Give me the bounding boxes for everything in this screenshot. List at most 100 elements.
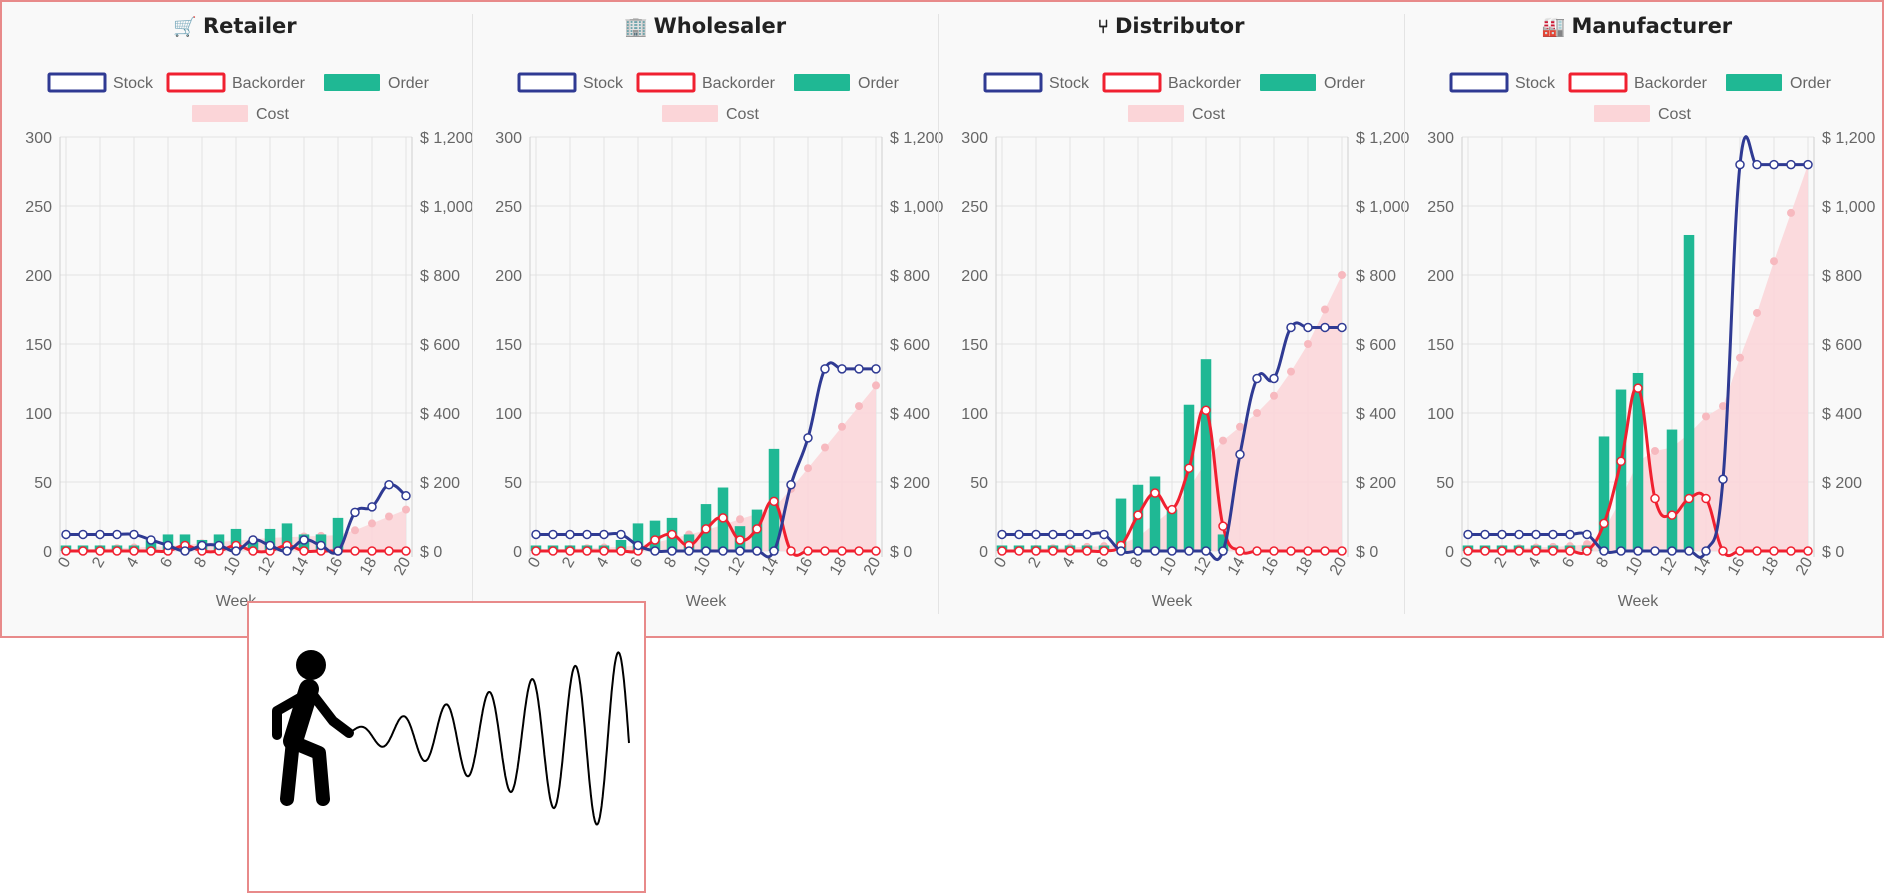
order-bar [1200,359,1212,551]
legend-label-backorder: Backorder [1168,75,1242,92]
y-right-tick-label: $ 1,200 [1356,130,1409,147]
stock-point [146,535,156,545]
x-tick-label: 0 [991,554,1010,570]
cost-point [1702,412,1710,421]
stock-point [735,546,745,556]
legend-item-backorder[interactable]: Backorder [166,72,306,93]
panel-title: 🛒 Retailer [2,14,468,38]
legend-item-stock[interactable]: Stock [1449,72,1556,93]
legend-item-backorder[interactable]: Backorder [636,72,776,93]
order-bar [1615,389,1627,551]
legend-label-cost: Cost [1658,106,1691,123]
y-left-tick-label: 100 [25,406,52,423]
legend-item-stock[interactable]: Stock [47,72,154,93]
x-tick-label: 20 [861,554,885,578]
backorder-point [1786,546,1796,556]
stock-point [95,529,105,540]
stock-point [1616,546,1626,556]
order-bar [1666,429,1678,551]
stock-point [1684,546,1694,556]
y-left-tick-label: 250 [495,199,522,216]
legend-item-order[interactable]: Order [324,74,430,92]
backorder-point [61,546,71,556]
stock-point [265,540,275,551]
y-right-tick-label: $ 400 [1822,406,1862,423]
charts-frame: 🛒 Retailer Stock Backorder Order Cost 0 50 100 15… [0,0,1884,638]
panel-title: ⑂ Distributor [938,14,1404,38]
y-left-tick-label: 200 [495,268,522,285]
chart-svg: Stock Backorder OrderCost05010015020025030… [961,72,1409,610]
backorder-point [384,546,394,556]
legend-item-stock[interactable]: Stock [517,72,624,93]
legend-item-backorder[interactable]: Backorder [1102,72,1242,93]
backorder-point [769,496,779,507]
stock-point [1514,529,1524,540]
legend-item-order[interactable]: Order [1260,74,1366,92]
legend-item-stock[interactable]: Stock [983,72,1090,93]
series-backorder [531,496,881,557]
stock-point [1667,546,1677,556]
stock-point [1286,322,1296,333]
backorder-point [1463,546,1473,556]
legend-item-order[interactable]: Order [794,74,900,92]
legend-label-order: Order [388,75,430,92]
stock-point [1752,159,1762,170]
legend-item-cost[interactable]: Cost [192,105,289,123]
whip-wave [348,651,630,826]
legend-item-cost[interactable]: Cost [1128,105,1225,123]
legend-item-cost[interactable]: Cost [662,105,759,123]
fork-icon: ⑂ [1097,16,1109,38]
order-bar [1632,372,1644,551]
legend-swatch-stock [983,72,1043,93]
cost-point [1787,208,1795,217]
y-right-tick-label: $ 1,200 [1822,130,1875,147]
backorder-point [146,546,156,556]
stock-point [1565,529,1575,540]
bullwhip-figure [272,650,630,826]
stock-point [1337,322,1347,333]
backorder-point [803,546,813,556]
backorder-point [1286,546,1296,556]
x-tick-label: 14 [759,554,783,578]
cost-point [368,519,376,528]
stock-point [214,540,224,551]
series-stock [997,321,1347,561]
x-tick-label: 14 [1691,554,1715,578]
order-bar [264,528,276,551]
y-right-tick-label: $ 0 [420,544,442,561]
order-bar [145,539,157,551]
legend-item-cost[interactable]: Cost [1594,105,1691,123]
x-axis-label: Week [1152,593,1194,610]
y-right-tick-label: $ 1,200 [890,130,943,147]
x-tick-label: 2 [559,554,578,570]
legend-swatch-backorder [1568,72,1628,93]
y-right-tick-label: $ 400 [420,406,460,423]
cost-point [1236,422,1244,431]
x-tick-label: 10 [221,554,245,578]
cost-point [804,464,812,473]
panel-title-text: Wholesaler [653,14,787,38]
order-bar [1115,498,1127,551]
stock-point [1031,529,1041,540]
cost-point [1338,271,1346,279]
stock-point [231,546,241,556]
backorder-point [1337,546,1347,556]
y-left-tick-label: 150 [25,337,52,354]
stock-point [582,529,592,540]
cart-icon: 🛒 [173,16,198,38]
legend-label-order: Order [1324,75,1366,92]
cost-point [1651,446,1659,455]
stock-point [1320,322,1330,333]
legend-item-backorder[interactable]: Backorder [1568,72,1708,93]
legend-swatch-cost [1594,105,1650,122]
y-left-tick-label: 300 [1427,130,1454,147]
backorder-point [599,546,609,556]
x-tick-label: 0 [525,554,544,570]
stock-point [316,540,326,551]
x-tick-label: 20 [1327,554,1351,578]
x-tick-label: 16 [1725,554,1749,578]
stock-point [1599,546,1609,556]
panel-title: 🏭 Manufacturer [1404,14,1870,38]
legend-item-order[interactable]: Order [1726,74,1832,92]
backorder-point [1218,521,1228,531]
